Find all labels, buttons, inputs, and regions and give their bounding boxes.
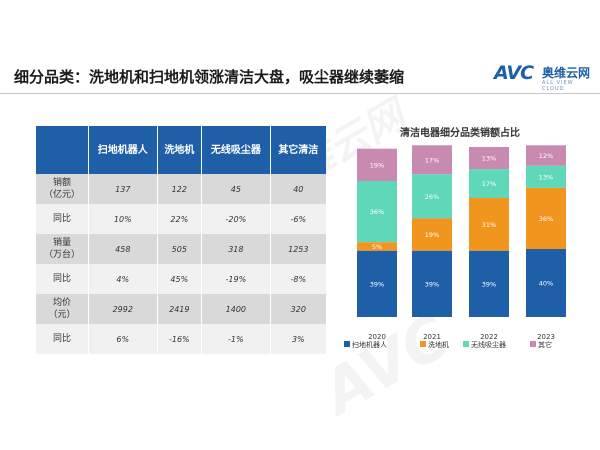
legend-label: 其它 — [538, 340, 552, 349]
brand-logo: AVC 奥维云网 ALL VIEW CLOUD — [494, 60, 594, 92]
bar-segment — [469, 169, 509, 198]
table-row: 销额 （亿元） 137 122 45 40 — [36, 174, 326, 204]
table-cell: -6% — [270, 204, 326, 234]
table-cell: 137 — [89, 174, 158, 204]
x-tick-label: 2022 — [480, 333, 498, 341]
chart-title: 清洁电器细分品类销额占比 — [400, 128, 520, 139]
table-cell: -1% — [202, 324, 271, 354]
data-label: 13% — [539, 173, 553, 181]
bar-segment — [357, 148, 397, 181]
bar-segment — [412, 218, 452, 251]
legend-label: 洗地机 — [428, 340, 449, 349]
logo-mark: AVC — [494, 62, 534, 84]
row-label: 销额 （亿元） — [36, 174, 89, 204]
table-header-cell: 洗地机 — [157, 126, 203, 174]
bar-segment — [412, 250, 452, 317]
legend-swatch — [530, 341, 536, 347]
data-label: 26% — [425, 193, 439, 201]
legend-label: 无线吸尘器 — [471, 340, 506, 349]
row-label: 同比 — [36, 264, 89, 294]
legend-swatch — [463, 341, 469, 347]
table-row: 同比 6% -16% -1% 3% — [36, 324, 326, 354]
row-label: 均价 （元） — [36, 294, 89, 324]
bar-segment — [412, 174, 452, 219]
bar-segment — [469, 147, 509, 170]
bar-segment — [412, 145, 452, 175]
data-label: 13% — [482, 155, 496, 163]
table-cell: 2419 — [157, 294, 203, 324]
table-row: 同比 4% 45% -19% -8% — [36, 264, 326, 294]
data-label: 36% — [370, 208, 384, 216]
x-tick-label: 2021 — [423, 333, 441, 341]
logo-subtitle: ALL VIEW CLOUD — [542, 80, 574, 92]
bar-segment — [526, 187, 566, 249]
table-cell: 4% — [89, 264, 158, 294]
bar-segment — [357, 181, 397, 243]
legend-swatch — [344, 341, 350, 347]
logo-chinese-name: 奥维云网 — [542, 66, 591, 80]
data-label: 39% — [425, 280, 439, 288]
table-row: 同比 10% 22% -20% -6% — [36, 204, 326, 234]
row-label: 销量 （万台） — [36, 234, 89, 264]
table-cell: 3% — [270, 324, 326, 354]
data-label: 19% — [370, 161, 384, 169]
table-cell: -8% — [270, 264, 326, 294]
x-tick-label: 2020 — [368, 333, 386, 341]
data-label: 12% — [539, 152, 553, 160]
bar-segment — [526, 249, 566, 317]
bar-segment — [357, 242, 397, 251]
summary-table: 扫地机器人 洗地机 无线吸尘器 其它清洁 销额 （亿元） 137 122 45 … — [36, 126, 326, 354]
bar-segment — [469, 198, 509, 251]
table-cell: -20% — [202, 204, 271, 234]
table-cell: 45 — [202, 174, 271, 204]
data-label: 5% — [372, 243, 382, 251]
table-cell: 22% — [157, 204, 203, 234]
legend-swatch — [420, 341, 426, 347]
table-cell: 320 — [270, 294, 326, 324]
table-cell: 10% — [89, 204, 158, 234]
table-header-row: 扫地机器人 洗地机 无线吸尘器 其它清洁 — [36, 126, 326, 174]
table-cell: 45% — [157, 264, 203, 294]
data-label: 40% — [539, 280, 553, 288]
table-cell: 318 — [202, 234, 271, 264]
data-label: 39% — [482, 280, 496, 288]
table-row: 销量 （万台） 458 505 318 1253 — [36, 234, 326, 264]
table-cell: -16% — [157, 324, 203, 354]
table-cell: 1400 — [202, 294, 271, 324]
table-row: 均价 （元） 2992 2419 1400 320 — [36, 294, 326, 324]
table-header-cell — [36, 126, 89, 174]
legend-label: 扫地机器人 — [352, 340, 387, 349]
table-cell: 1253 — [270, 234, 326, 264]
bar-segment — [469, 250, 509, 317]
data-label: 19% — [425, 231, 439, 239]
table-header-cell: 其它清洁 — [270, 126, 326, 174]
table-cell: 458 — [89, 234, 158, 264]
bar-segment — [357, 250, 397, 317]
table-cell: 122 — [157, 174, 203, 204]
page-title: 细分品类：洗地机和扫地机领涨清洁大盘，吸尘器继续萎缩 — [14, 68, 405, 86]
table-cell: -19% — [202, 264, 271, 294]
data-label: 36% — [539, 215, 553, 223]
table-cell: 2992 — [89, 294, 158, 324]
table-header-cell: 无线吸尘器 — [202, 126, 271, 174]
bar-segment — [526, 165, 566, 188]
row-label: 同比 — [36, 204, 89, 234]
header-divider — [0, 93, 600, 94]
table-header-cell: 扫地机器人 — [89, 126, 158, 174]
data-label: 17% — [482, 180, 496, 188]
table-cell: 6% — [89, 324, 158, 354]
data-label: 17% — [425, 156, 439, 164]
data-label: 31% — [482, 221, 496, 229]
bar-segment — [526, 145, 566, 166]
x-tick-label: 2023 — [537, 333, 555, 341]
data-label: 39% — [370, 280, 384, 288]
table-cell: 40 — [270, 174, 326, 204]
table-cell: 505 — [157, 234, 203, 264]
row-label: 同比 — [36, 324, 89, 354]
